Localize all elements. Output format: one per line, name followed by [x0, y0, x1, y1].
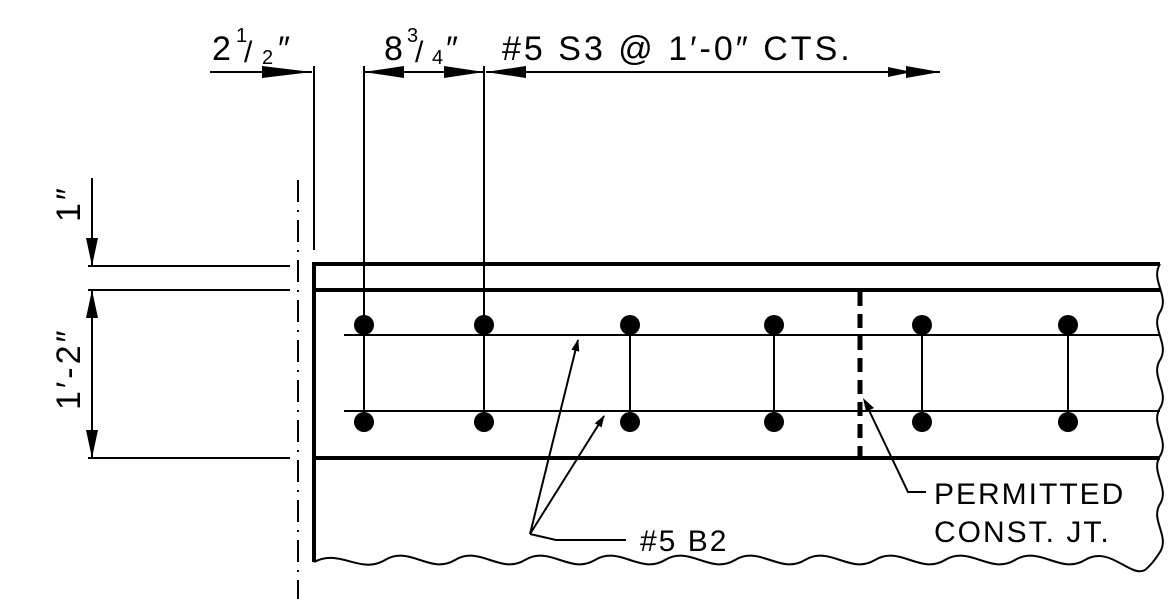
b2-leader-top — [529, 339, 580, 535]
right-break-line — [1144, 263, 1164, 571]
first-spacing-arrow-right — [444, 66, 484, 78]
cover-whole: 2 — [212, 30, 234, 68]
stirrup — [912, 315, 932, 432]
spacing-unit: ″ — [446, 30, 461, 68]
top-cover-arrow — [86, 238, 98, 266]
first-spacing-arrow-left — [364, 66, 404, 78]
bar-dot — [1058, 412, 1078, 432]
cover-slash: / — [244, 36, 254, 69]
b2-leader-bottom — [529, 415, 605, 535]
bottom-break-line — [313, 554, 1146, 573]
bar-dot — [474, 315, 494, 335]
slab-depth-arrow-bottom — [86, 430, 98, 458]
spacing-whole: 8 — [384, 30, 406, 68]
stirrup — [354, 315, 374, 432]
first-spacing-dimension: 8 3 / 4 ″ — [364, 25, 484, 78]
stirrup — [764, 315, 784, 432]
b2-leader-base — [529, 533, 626, 541]
bar-dot — [764, 315, 784, 335]
bar-dot — [354, 412, 374, 432]
b2-callout: #5 B2 — [529, 339, 728, 558]
stirrup-spacing-label: #5 S3 @ 1′-0″ CTS. — [502, 30, 853, 68]
joint-leader-arrow — [863, 398, 874, 412]
spacing-den: 4 — [432, 47, 443, 69]
joint-label-line1: PERMITTED — [934, 478, 1125, 511]
slab-depth-dimension: 1′-2″ — [50, 289, 290, 459]
bar-dot — [474, 412, 494, 432]
top-cover-dimension: 1″ — [50, 178, 290, 267]
stirrup-arrow-right-2 — [888, 67, 912, 77]
bar-dot — [912, 315, 932, 335]
slab-section — [312, 262, 1164, 573]
joint-label-line2: CONST. JT. — [934, 516, 1111, 549]
bar-dot — [1058, 315, 1078, 335]
bar-dot — [764, 412, 784, 432]
slab-depth-label: 1′-2″ — [50, 327, 88, 410]
stirrup — [620, 315, 640, 432]
spacing-slash: / — [415, 36, 425, 69]
joint-leader — [865, 403, 926, 493]
bar-dot — [912, 412, 932, 432]
cover-den: 2 — [262, 47, 273, 69]
spacing-num: 3 — [407, 25, 418, 47]
stirrup — [1058, 315, 1078, 432]
bar-dot — [620, 315, 640, 335]
stirrup — [474, 315, 494, 432]
bar-dot — [354, 315, 374, 335]
top-cover-label: 1″ — [50, 185, 88, 222]
cover-dimension: 2 1 / 2 ″ — [210, 25, 312, 78]
b2-label: #5 B2 — [640, 525, 728, 558]
cover-arrow-head — [262, 66, 312, 78]
joint-callout: PERMITTED CONST. JT. — [863, 398, 1125, 549]
stirrup-arrow-right-1 — [906, 66, 940, 78]
bar-dot — [620, 412, 640, 432]
slab-depth-arrow-top — [86, 290, 98, 318]
stirrup-arrow-left — [486, 66, 526, 78]
cover-num: 1 — [236, 25, 247, 47]
cover-unit: ″ — [278, 30, 293, 68]
stirrup-spacing-dimension: #5 S3 @ 1′-0″ CTS. — [486, 30, 940, 78]
